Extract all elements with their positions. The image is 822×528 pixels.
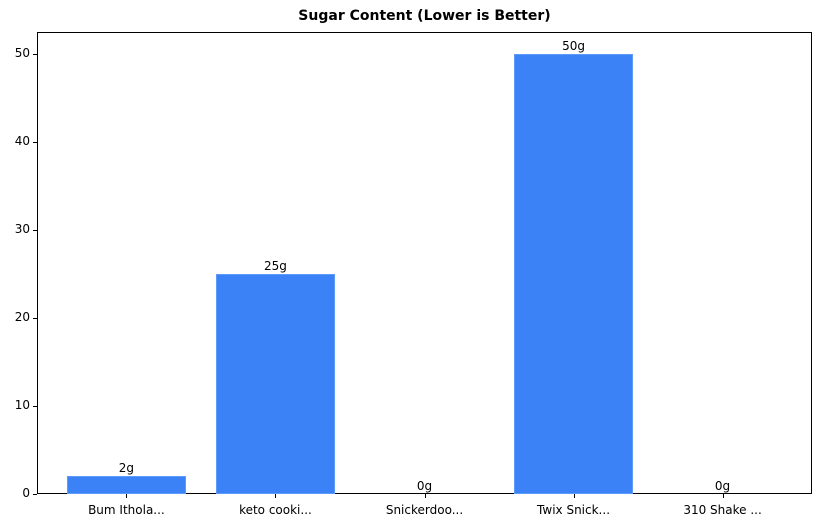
x-tick-label: Snickerdoo... (385, 503, 464, 517)
bar-value-label: 50g (562, 39, 585, 53)
x-tick (126, 494, 128, 498)
bar-value-label: 0g (416, 479, 433, 493)
plot-area (37, 32, 812, 494)
bar (215, 274, 336, 494)
bar-value-label: 25g (264, 259, 287, 273)
y-tick-label: 20 (14, 310, 30, 324)
y-tick-label: 30 (14, 222, 30, 236)
x-tick-label: Twix Snick... (537, 503, 611, 517)
y-tick (33, 406, 37, 407)
y-tick-label: 0 (22, 486, 30, 500)
y-tick (33, 494, 37, 495)
bar-value-label: 2g (118, 461, 135, 476)
y-tick-label: 10 (14, 398, 30, 412)
y-tick (33, 54, 37, 55)
y-tick-label: 50 (14, 46, 30, 60)
y-tick-label: 40 (14, 134, 30, 148)
bar (513, 54, 634, 494)
bar-value-label: 0g (714, 479, 731, 493)
x-tick-label: 310 Shake ... (683, 503, 762, 517)
y-tick (33, 318, 37, 319)
x-tick (722, 494, 724, 498)
x-tick (275, 494, 277, 498)
bar (66, 476, 187, 494)
y-tick (33, 230, 37, 231)
y-tick (33, 142, 37, 143)
x-tick (424, 494, 426, 498)
chart-title: Sugar Content (Lower is Better) (298, 8, 551, 24)
x-tick-label: Bum Ithola... (88, 503, 165, 517)
x-tick-label: keto cooki... (239, 503, 312, 517)
x-tick (573, 494, 575, 498)
